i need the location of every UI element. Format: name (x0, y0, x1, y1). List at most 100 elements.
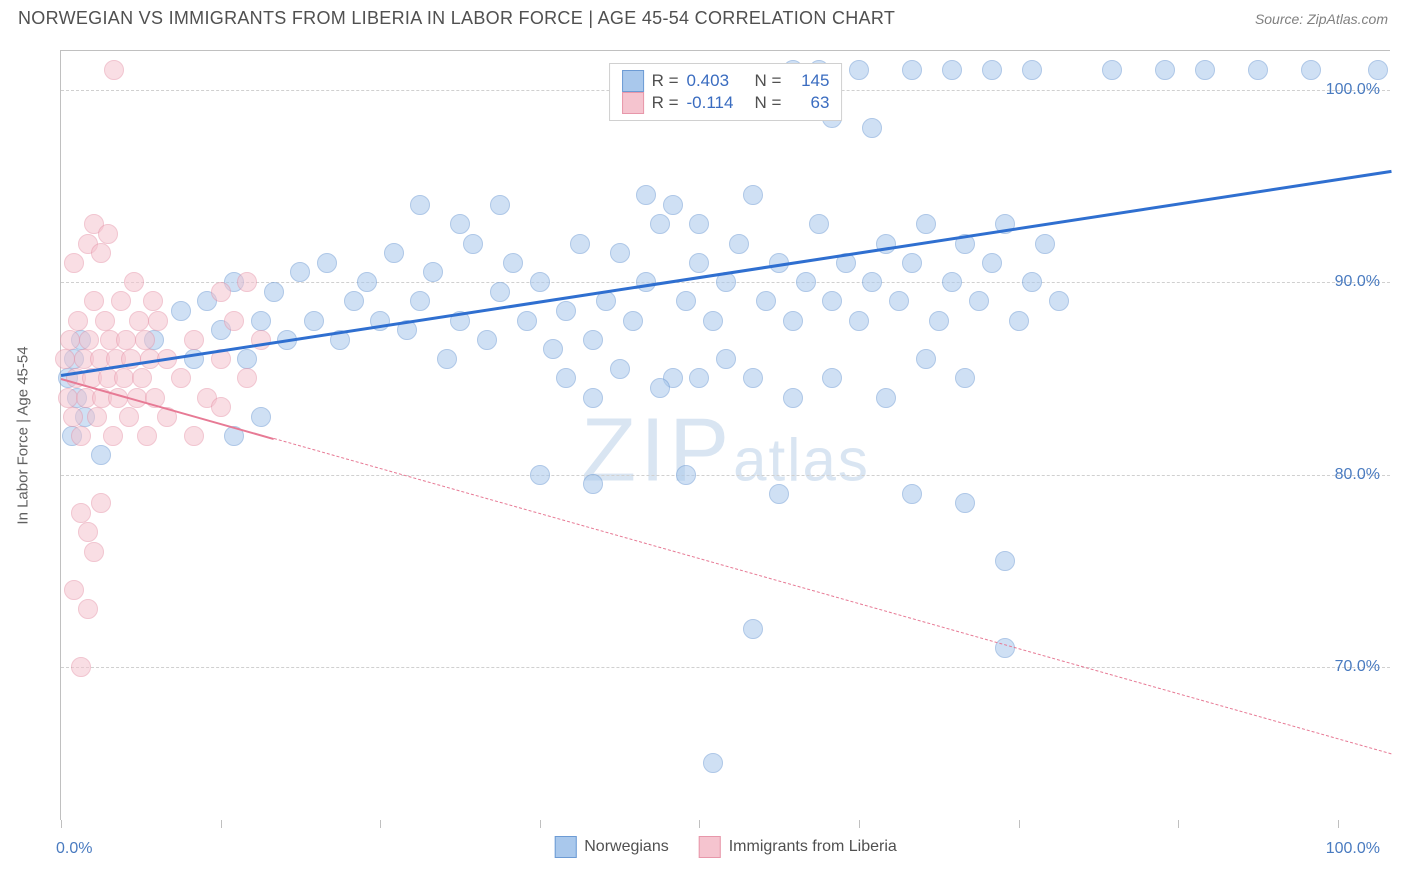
scatter-point-norwegians (969, 291, 989, 311)
scatter-point-norwegians (902, 253, 922, 273)
scatter-point-norwegians (703, 311, 723, 331)
scatter-point-norwegians (743, 368, 763, 388)
scatter-point-norwegians (729, 234, 749, 254)
scatter-point-norwegians (251, 311, 271, 331)
scatter-point-norwegians (570, 234, 590, 254)
scatter-point-norwegians (423, 262, 443, 282)
scatter-point-norwegians (357, 272, 377, 292)
scatter-point-norwegians (995, 638, 1015, 658)
watermark-main: ZIP (581, 400, 733, 500)
scatter-point-liberia (68, 311, 88, 331)
scatter-point-norwegians (304, 311, 324, 331)
legend-stats-row-liberia: R =-0.114N =63 (622, 92, 830, 114)
scatter-point-norwegians (344, 291, 364, 311)
scatter-point-norwegians (942, 60, 962, 80)
scatter-point-liberia (64, 580, 84, 600)
scatter-point-norwegians (503, 253, 523, 273)
r-label: R = (652, 71, 679, 91)
scatter-point-liberia (124, 272, 144, 292)
scatter-point-norwegians (1009, 311, 1029, 331)
scatter-point-norwegians (530, 465, 550, 485)
scatter-point-norwegians (583, 330, 603, 350)
r-value-norwegians: 0.403 (687, 71, 747, 91)
scatter-point-norwegians (650, 214, 670, 234)
scatter-point-norwegians (490, 282, 510, 302)
scatter-point-liberia (184, 330, 204, 350)
scatter-point-norwegians (171, 301, 191, 321)
r-label: R = (652, 93, 679, 113)
scatter-point-liberia (116, 330, 136, 350)
scatter-point-liberia (135, 330, 155, 350)
scatter-point-liberia (95, 311, 115, 331)
x-tick (380, 820, 381, 828)
legend-series: NorwegiansImmigrants from Liberia (554, 836, 897, 858)
scatter-point-norwegians (237, 349, 257, 369)
scatter-point-liberia (129, 311, 149, 331)
scatter-point-liberia (60, 330, 80, 350)
scatter-point-norwegians (663, 195, 683, 215)
scatter-point-norwegians (849, 60, 869, 80)
scatter-point-liberia (171, 368, 191, 388)
legend-stats: R =0.403N =145R =-0.114N =63 (609, 63, 843, 121)
scatter-point-norwegians (783, 311, 803, 331)
scatter-point-norwegians (916, 214, 936, 234)
scatter-point-norwegians (610, 243, 630, 263)
gridline-horizontal (61, 667, 1390, 668)
scatter-point-norwegians (1248, 60, 1268, 80)
scatter-point-norwegians (530, 272, 550, 292)
scatter-point-norwegians (596, 291, 616, 311)
legend-swatch-liberia (622, 92, 644, 114)
scatter-point-liberia (91, 493, 111, 513)
scatter-point-norwegians (689, 214, 709, 234)
chart-title: NORWEGIAN VS IMMIGRANTS FROM LIBERIA IN … (18, 8, 895, 29)
scatter-point-norwegians (517, 311, 537, 331)
watermark: ZIPatlas (581, 399, 870, 502)
scatter-point-norwegians (290, 262, 310, 282)
scatter-point-norwegians (982, 60, 1002, 80)
scatter-point-liberia (148, 311, 168, 331)
x-tick (540, 820, 541, 828)
x-tick (1178, 820, 1179, 828)
y-tick-label: 80.0% (1335, 466, 1380, 484)
y-tick-label: 90.0% (1335, 273, 1380, 291)
scatter-point-liberia (91, 243, 111, 263)
scatter-point-liberia (119, 407, 139, 427)
scatter-point-norwegians (982, 253, 1002, 273)
scatter-point-liberia (184, 426, 204, 446)
scatter-point-norwegians (822, 368, 842, 388)
n-value-norwegians: 145 (789, 71, 829, 91)
scatter-point-liberia (237, 272, 257, 292)
scatter-point-norwegians (1035, 234, 1055, 254)
scatter-point-norwegians (809, 214, 829, 234)
scatter-point-liberia (78, 522, 98, 542)
y-axis-label-wrap: In Labor Force | Age 45-54 (8, 50, 38, 820)
scatter-point-liberia (224, 311, 244, 331)
x-tick (221, 820, 222, 828)
scatter-point-liberia (87, 407, 107, 427)
scatter-point-norwegians (889, 291, 909, 311)
scatter-point-norwegians (689, 253, 709, 273)
scatter-point-norwegians (716, 349, 736, 369)
scatter-point-norwegians (862, 118, 882, 138)
scatter-point-norwegians (636, 185, 656, 205)
source-label: Source (1255, 11, 1299, 27)
x-limit-right: 100.0% (1326, 840, 1380, 858)
scatter-point-liberia (71, 426, 91, 446)
scatter-point-norwegians (942, 272, 962, 292)
scatter-point-norwegians (477, 330, 497, 350)
scatter-point-norwegians (689, 368, 709, 388)
chart-header: NORWEGIAN VS IMMIGRANTS FROM LIBERIA IN … (0, 0, 1406, 39)
legend-item-norwegians: Norwegians (554, 836, 668, 858)
legend-swatch-norwegians (554, 836, 576, 858)
scatter-point-norwegians (876, 388, 896, 408)
scatter-point-norwegians (743, 619, 763, 639)
scatter-point-norwegians (610, 359, 630, 379)
scatter-point-norwegians (756, 291, 776, 311)
x-tick (1338, 820, 1339, 828)
scatter-point-norwegians (410, 195, 430, 215)
gridline-horizontal (61, 475, 1390, 476)
scatter-point-liberia (63, 407, 83, 427)
scatter-point-norwegians (1301, 60, 1321, 80)
scatter-point-norwegians (583, 388, 603, 408)
scatter-point-liberia (79, 330, 99, 350)
